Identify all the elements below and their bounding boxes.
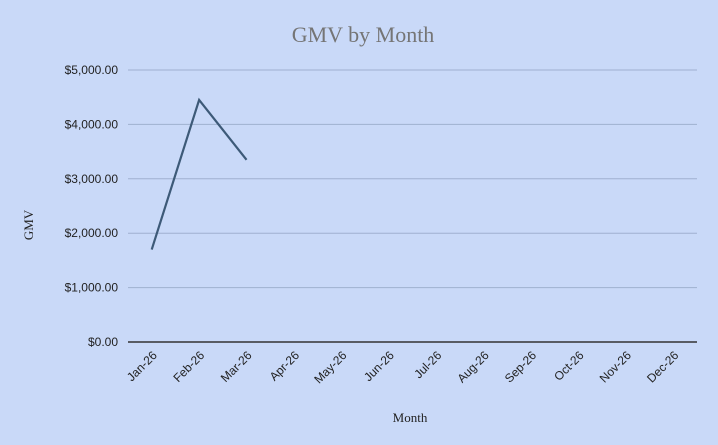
chart-title: GMV by Month bbox=[292, 22, 435, 47]
x-axis-label: Month bbox=[393, 410, 428, 425]
y-tick-label: $3,000.00 bbox=[65, 172, 119, 186]
line-series bbox=[150, 97, 248, 250]
y-tick-label: $2,000.00 bbox=[65, 226, 119, 240]
y-tick-label: $4,000.00 bbox=[65, 117, 119, 131]
y-tick-label: $0.00 bbox=[88, 335, 118, 349]
y-tick-label: $1,000.00 bbox=[65, 281, 119, 295]
y-tick-label: $5,000.00 bbox=[65, 63, 119, 77]
y-axis-label: GMV bbox=[21, 209, 36, 240]
